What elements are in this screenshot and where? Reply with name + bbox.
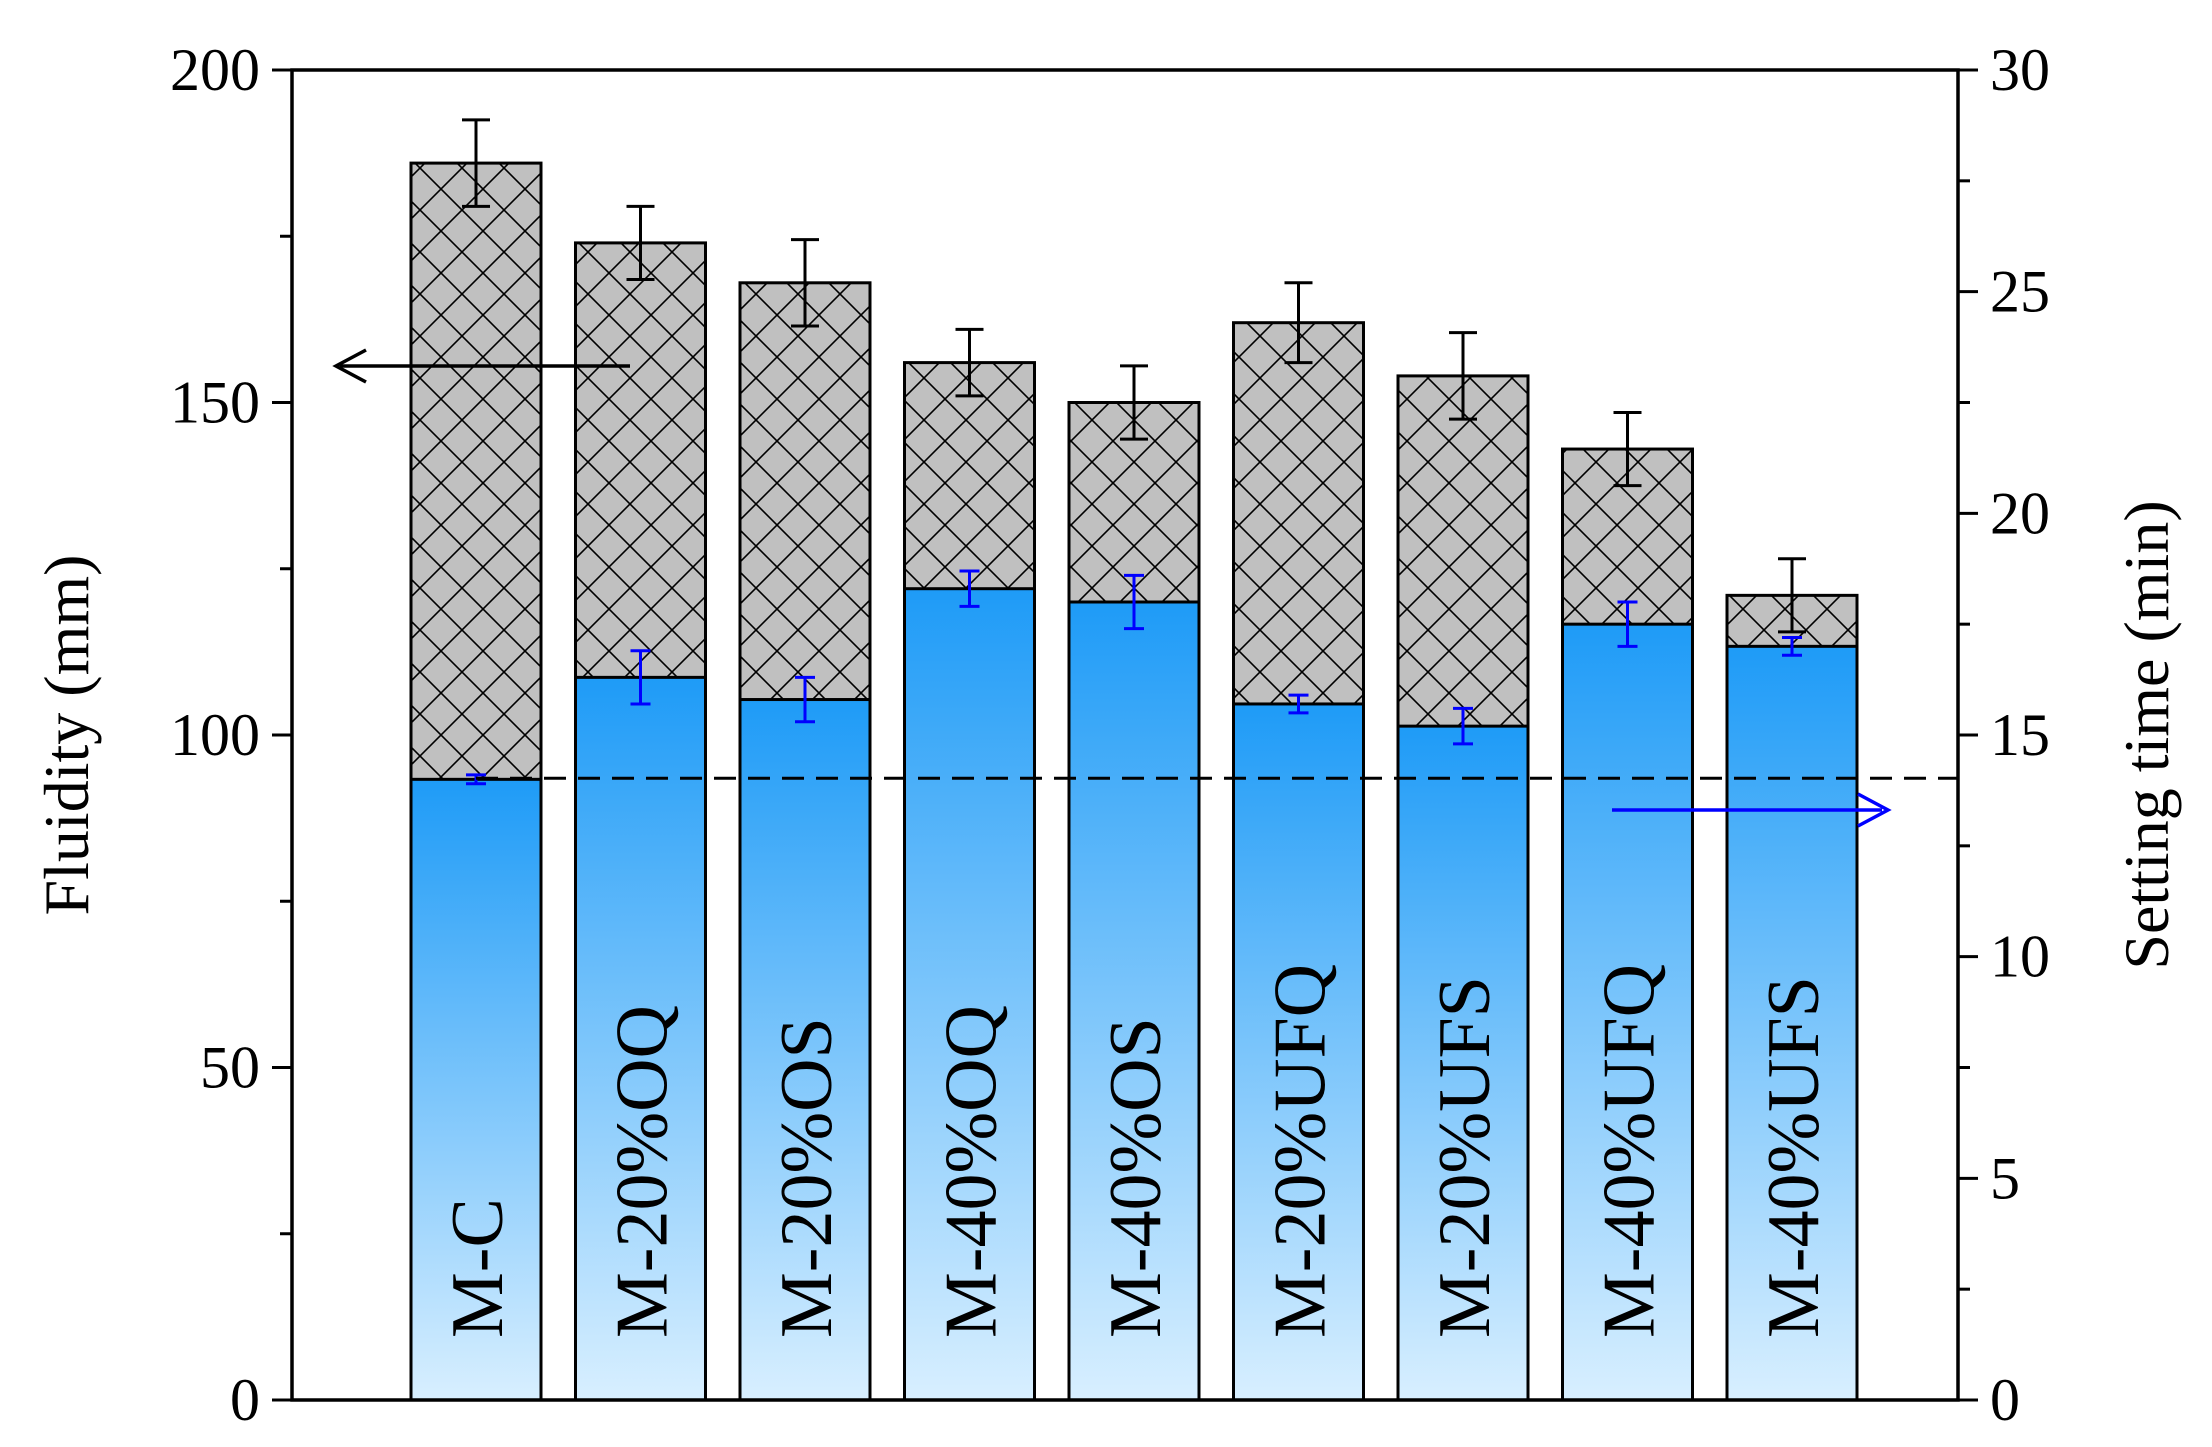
fluidity-error-bar-8 xyxy=(1778,557,1806,634)
fluidity-error-bar-3 xyxy=(955,327,984,398)
setting-time-error-bar-1 xyxy=(630,649,651,706)
category-label-6: M-20%UFS xyxy=(1424,976,1506,1338)
left-axis-title: Fluidity (mm) xyxy=(31,555,102,916)
fluidity-error-bar-1 xyxy=(626,204,655,281)
bars-layer xyxy=(409,161,1859,1402)
right-tick-label: 0 xyxy=(1990,1367,2020,1433)
left-tick-label: 150 xyxy=(170,370,260,436)
setting-time-bar-5 xyxy=(1232,702,1365,1402)
setting-time-error-bar-5 xyxy=(1288,693,1309,715)
right-tick-label: 15 xyxy=(1990,702,2050,768)
category-label-5: M-20%UFQ xyxy=(1260,964,1342,1338)
right-axis-title: Setting time (min) xyxy=(2111,500,2182,969)
setting-time-bar-1 xyxy=(574,675,707,1402)
category-label-0: M-C xyxy=(437,1198,519,1338)
right-tick-label: 10 xyxy=(1990,924,2050,990)
category-label-7: M-40%UFQ xyxy=(1589,964,1671,1338)
setting-time-error-bar-4 xyxy=(1124,573,1144,631)
setting-time-bar-4 xyxy=(1067,600,1201,1402)
left-tick-label: 50 xyxy=(200,1035,260,1101)
fluidity-error-bar-5 xyxy=(1284,281,1313,365)
category-label-8: M-40%UFS xyxy=(1753,976,1835,1338)
setting-time-bar-3 xyxy=(903,587,1036,1402)
left-tick-label: 100 xyxy=(170,702,260,768)
setting-time-bar-0 xyxy=(409,777,543,1402)
setting-time-error-bar-8 xyxy=(1782,635,1802,657)
fluidity-error-bar-7 xyxy=(1613,410,1642,488)
fluidity-error-bar-2 xyxy=(791,238,819,328)
fluidity-error-bar-6 xyxy=(1449,331,1477,421)
category-label-2: M-20%OS xyxy=(766,1017,848,1338)
setting-time-bar-7 xyxy=(1561,622,1694,1402)
right-tick-label: 20 xyxy=(1990,480,2050,546)
right-tick-label: 25 xyxy=(1990,259,2050,325)
category-label-4: M-40%OS xyxy=(1095,1017,1177,1338)
fluidity-error-bar-4 xyxy=(1120,364,1148,441)
setting-time-bar-8 xyxy=(1725,644,1859,1402)
left-pointer-arrow xyxy=(332,348,630,384)
category-label-1: M-20%OQ xyxy=(602,1005,684,1338)
fluidity-error-bar-0 xyxy=(462,118,490,208)
category-labels: M-C M-20%OQ M-20%OS M-40%OQ M-40%OS M-20%UFQ M… xyxy=(437,964,1835,1338)
left-tick-label: 0 xyxy=(230,1367,260,1433)
right-tick-label: 5 xyxy=(1990,1145,2020,1211)
error-bars-layer xyxy=(462,118,1806,786)
setting-time-error-bar-6 xyxy=(1453,706,1473,746)
left-axis-ticks: 0 50 100 150 200 xyxy=(170,37,292,1433)
left-tick-label: 200 xyxy=(170,37,260,103)
right-tick-label: 30 xyxy=(1990,37,2050,103)
setting-time-error-bar-2 xyxy=(795,675,815,724)
setting-time-bar-2 xyxy=(738,698,872,1402)
category-label-3: M-40%OQ xyxy=(931,1005,1013,1338)
right-axis-ticks: 0 5 10 15 20 25 30 xyxy=(1958,37,2050,1433)
setting-time-error-bar-7 xyxy=(1617,600,1638,648)
right-pointer-arrow xyxy=(1612,792,1892,828)
setting-time-error-bar-3 xyxy=(959,569,980,608)
